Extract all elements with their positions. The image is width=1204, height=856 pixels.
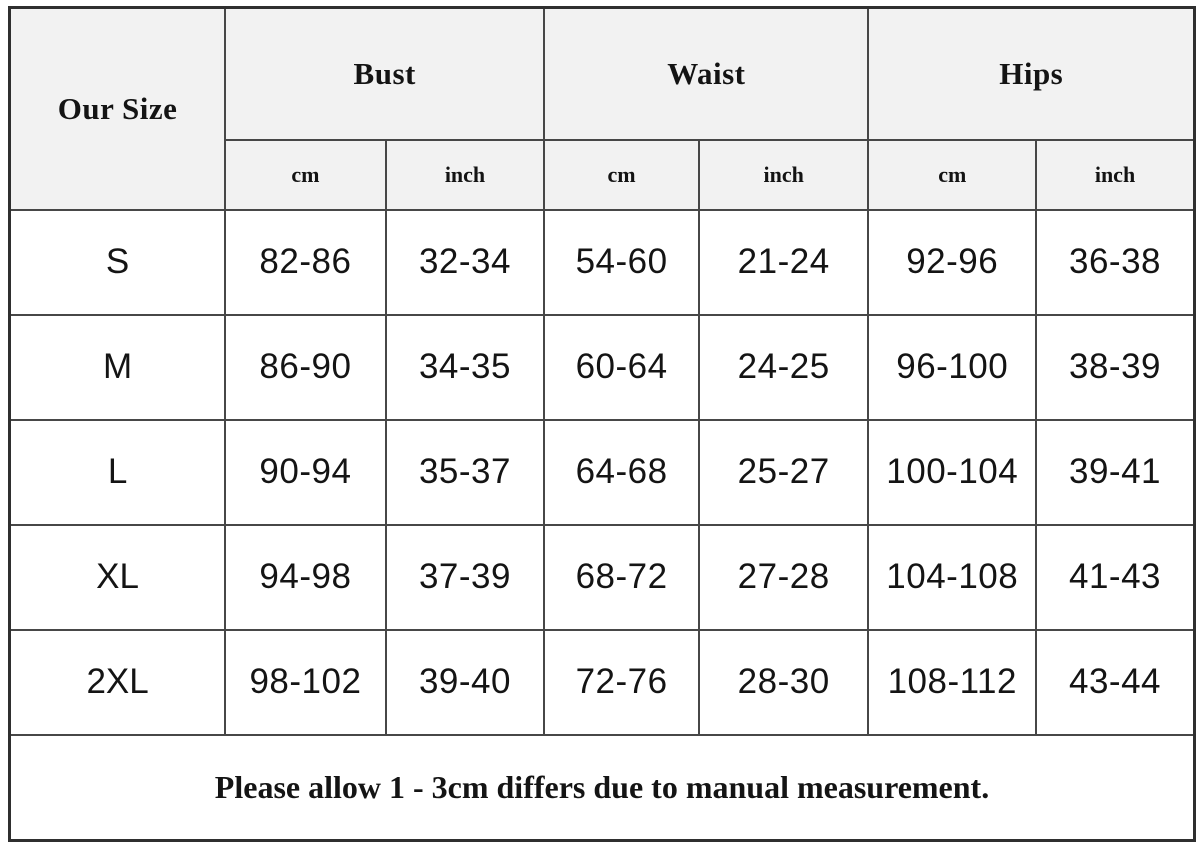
value-cell: 37-39: [384, 523, 546, 631]
corner-header: Our Size: [8, 6, 227, 211]
unit-header-bust-inch: inch: [384, 138, 546, 211]
value-cell: 41-43: [1035, 523, 1196, 631]
value-cell: 28-30: [697, 628, 870, 736]
col-group-hips: Hips: [867, 6, 1196, 141]
value-cell: 34-35: [384, 313, 546, 421]
value-cell: 96-100: [867, 313, 1038, 421]
value-cell: 36-38: [1035, 208, 1196, 316]
value-cell: 82-86: [224, 208, 387, 316]
value-cell: 104-108: [867, 523, 1038, 631]
table-row-xl: XL 94-98 37-39 68-72 27-28 104-108 41-43: [8, 523, 1196, 631]
value-cell: 90-94: [224, 418, 387, 526]
size-cell: 2XL: [8, 628, 227, 736]
size-chart: Our Size Bust Waist Hips cm inch cm inch…: [8, 6, 1196, 842]
size-cell: XL: [8, 523, 227, 631]
unit-header-bust-cm: cm: [224, 138, 387, 211]
value-cell: 24-25: [697, 313, 870, 421]
size-chart-table: Our Size Bust Waist Hips cm inch cm inch…: [8, 6, 1196, 842]
value-cell: 64-68: [543, 418, 700, 526]
value-cell: 39-41: [1035, 418, 1196, 526]
value-cell: 21-24: [697, 208, 870, 316]
value-cell: 108-112: [867, 628, 1038, 736]
size-cell: S: [8, 208, 227, 316]
footnote: Please allow 1 - 3cm differs due to manu…: [8, 733, 1196, 842]
col-group-waist: Waist: [543, 6, 870, 141]
unit-header-waist-cm: cm: [543, 138, 700, 211]
table-row-2xl: 2XL 98-102 39-40 72-76 28-30 108-112 43-…: [8, 628, 1196, 736]
value-cell: 38-39: [1035, 313, 1196, 421]
value-cell: 100-104: [867, 418, 1038, 526]
value-cell: 72-76: [543, 628, 700, 736]
unit-header-hips-cm: cm: [867, 138, 1038, 211]
value-cell: 39-40: [384, 628, 546, 736]
unit-header-hips-inch: inch: [1035, 138, 1196, 211]
value-cell: 68-72: [543, 523, 700, 631]
value-cell: 86-90: [224, 313, 387, 421]
value-cell: 43-44: [1035, 628, 1196, 736]
value-cell: 60-64: [543, 313, 700, 421]
value-cell: 25-27: [697, 418, 870, 526]
table-row-m: M 86-90 34-35 60-64 24-25 96-100 38-39: [8, 313, 1196, 421]
col-group-bust: Bust: [224, 6, 546, 141]
unit-header-waist-inch: inch: [697, 138, 870, 211]
size-cell: M: [8, 313, 227, 421]
table-row-l: L 90-94 35-37 64-68 25-27 100-104 39-41: [8, 418, 1196, 526]
value-cell: 54-60: [543, 208, 700, 316]
value-cell: 35-37: [384, 418, 546, 526]
footnote-row: Please allow 1 - 3cm differs due to manu…: [8, 733, 1196, 842]
value-cell: 92-96: [867, 208, 1038, 316]
value-cell: 27-28: [697, 523, 870, 631]
table-row-s: S 82-86 32-34 54-60 21-24 92-96 36-38: [8, 208, 1196, 316]
value-cell: 94-98: [224, 523, 387, 631]
value-cell: 98-102: [224, 628, 387, 736]
size-cell: L: [8, 418, 227, 526]
value-cell: 32-34: [384, 208, 546, 316]
